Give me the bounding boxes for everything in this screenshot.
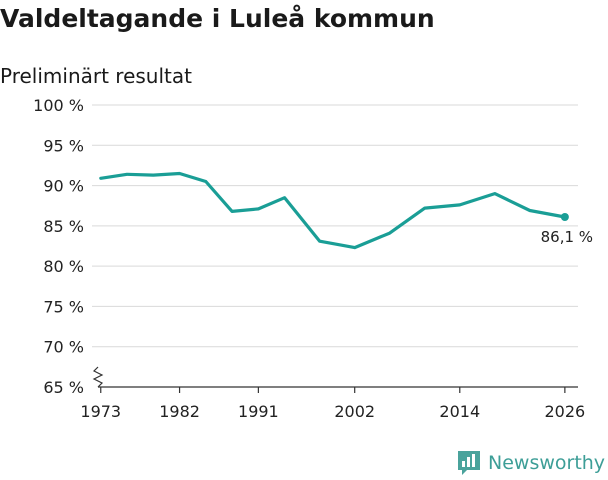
x-tick-label: 2002 [334, 402, 375, 421]
x-tick-label: 1973 [80, 402, 121, 421]
chart-title: Valdeltagande i Luleå kommun [0, 4, 435, 33]
y-tick-label: 100 % [33, 96, 84, 115]
y-tick-label: 80 % [43, 257, 84, 276]
newsworthy-logo: Newsworthy [456, 448, 605, 478]
brand-name: Newsworthy [488, 452, 606, 474]
chart-logo-icon [458, 451, 480, 475]
end-point [560, 212, 569, 221]
x-tick-label: 2014 [439, 402, 480, 421]
axis-break-icon [92, 366, 104, 388]
y-axis-ticks: 65 % 70 % 75 % 80 % 85 % 90 % 95 % 100 % [33, 96, 84, 397]
x-axis: 1973 1982 1991 2002 2014 2026 [80, 366, 586, 421]
y-tick-label: 95 % [43, 136, 84, 155]
y-tick-label: 75 % [43, 297, 84, 316]
x-tick-label: 1991 [238, 402, 279, 421]
chart-subtitle: Preliminärt resultat [0, 64, 192, 88]
series-layer [99, 171, 569, 250]
x-tick-label: 1982 [159, 402, 200, 421]
y-tick-label: 90 % [43, 177, 84, 196]
gridlines [92, 104, 578, 348]
y-tick-label: 70 % [43, 338, 84, 357]
y-tick-label: 85 % [43, 217, 84, 236]
series-line [99, 171, 567, 250]
y-tick-label: 65 % [43, 378, 84, 397]
x-tick-label: 2026 [545, 402, 586, 421]
annotations: 86,1 % [541, 228, 593, 246]
line-chart: 65 %70 %75 %80 %85 %90 %95 %100 % 1973 19… [33, 96, 593, 421]
value-label: 86,1 % [541, 228, 593, 246]
